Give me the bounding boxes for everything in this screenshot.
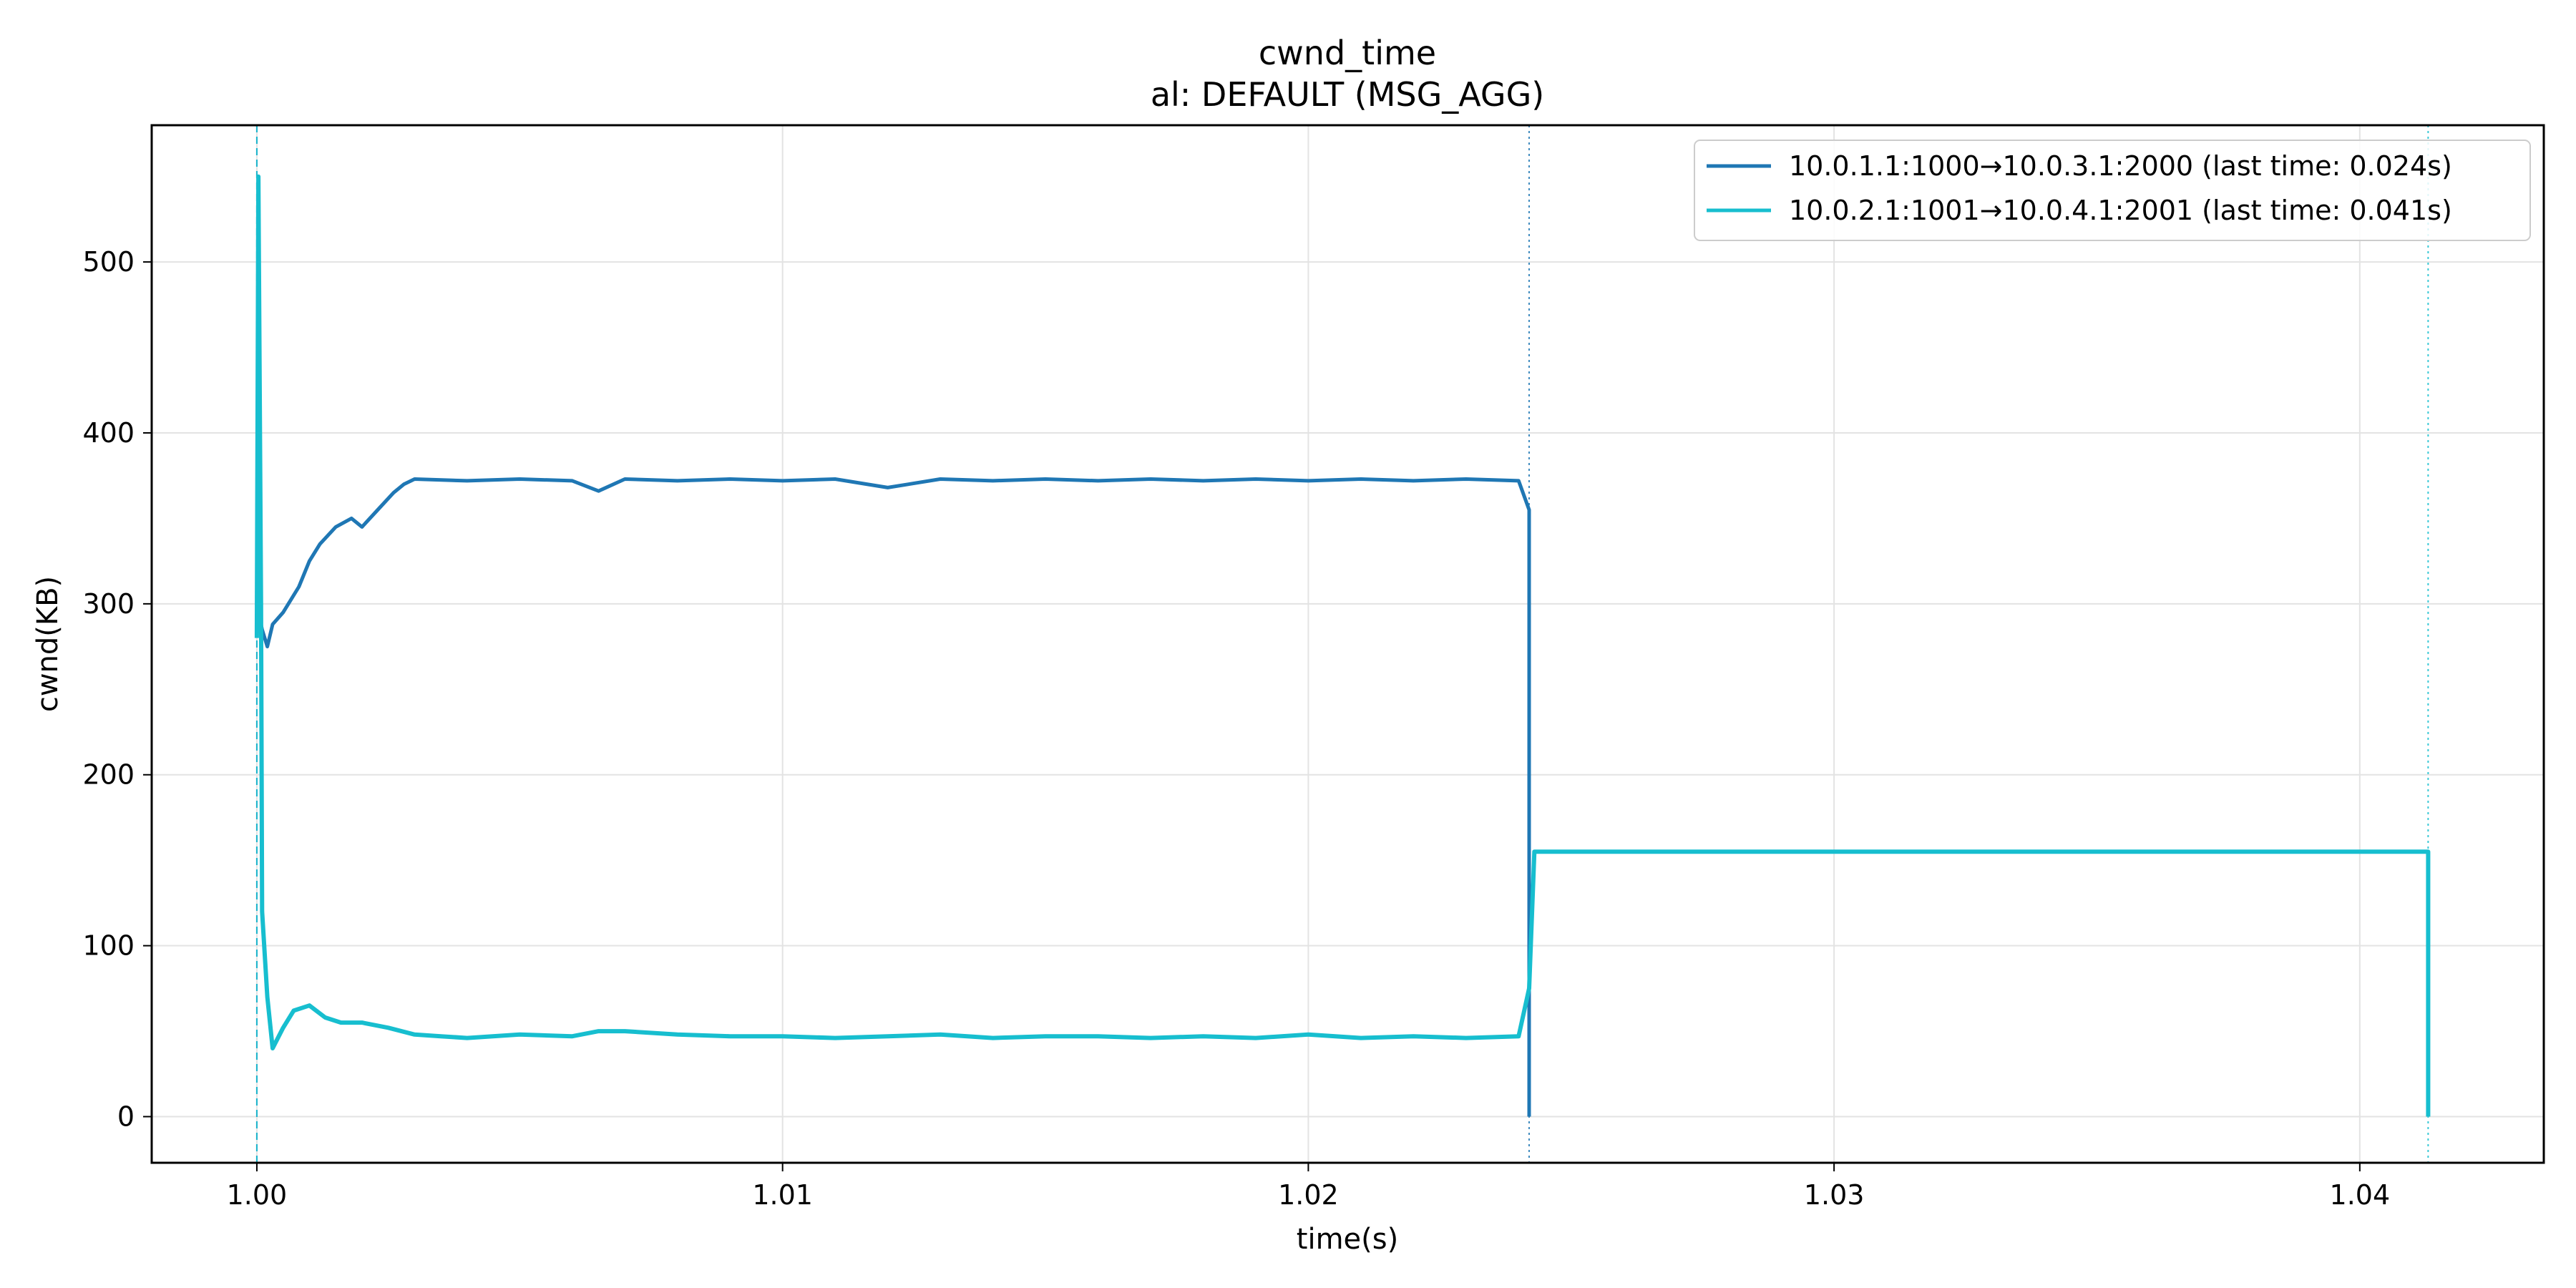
y-tick-label: 0 — [117, 1101, 135, 1133]
grid-layer — [152, 125, 2544, 1163]
tick-layer: 1.00 1.01 1.02 1.03 1.04 0 100 200 300 400 500 — [82, 246, 2390, 1211]
series-line-2 — [254, 174, 2431, 1117]
legend: 10.0.1.1:1000→10.0.3.1:2000 (last time: … — [1694, 140, 2531, 241]
chart-title: cwnd_time — [1259, 34, 1436, 72]
y-tick-label: 200 — [82, 759, 135, 791]
x-tick-label: 1.04 — [2330, 1179, 2391, 1211]
x-axis-label: time(s) — [1297, 1223, 1398, 1256]
legend-label-flow2: 10.0.2.1:1001→10.0.4.1:2001 (last time: … — [1789, 195, 2452, 226]
series-line-1 — [255, 477, 1531, 1117]
plot-frame — [150, 124, 2545, 1164]
x-tick-label: 1.03 — [1804, 1179, 1865, 1211]
legend-box — [1694, 140, 2531, 241]
x-tick-label: 1.01 — [752, 1179, 813, 1211]
y-tick-label: 100 — [82, 930, 135, 962]
legend-label-flow1: 10.0.1.1:1000→10.0.3.1:2000 (last time: … — [1789, 150, 2452, 182]
y-axis-label: cwnd(KB) — [31, 576, 64, 712]
y-tick-label: 500 — [82, 246, 135, 278]
y-tick-label: 400 — [82, 417, 135, 449]
series-layer — [254, 174, 2431, 1117]
x-tick-label: 1.02 — [1278, 1179, 1339, 1211]
y-tick-label: 300 — [82, 588, 135, 620]
x-tick-label: 1.00 — [227, 1179, 288, 1211]
chart-subtitle: al: DEFAULT (MSG_AGG) — [1151, 75, 1544, 114]
